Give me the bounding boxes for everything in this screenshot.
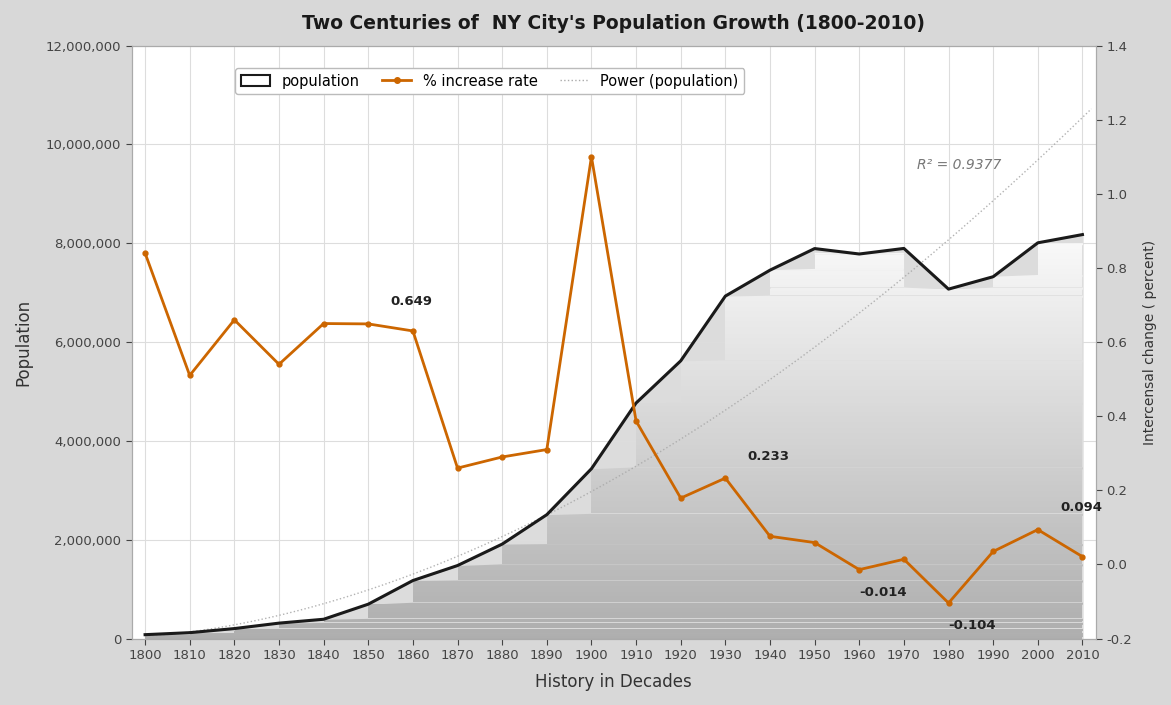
Y-axis label: Intercensal change ( percent): Intercensal change ( percent) bbox=[1143, 240, 1157, 445]
Text: -0.014: -0.014 bbox=[860, 586, 906, 599]
X-axis label: History in Decades: History in Decades bbox=[535, 673, 692, 691]
Text: 0.094: 0.094 bbox=[1060, 501, 1102, 514]
Title: Two Centuries of  NY City's Population Growth (1800-2010): Two Centuries of NY City's Population Gr… bbox=[302, 14, 925, 33]
Text: R² = 0.9377: R² = 0.9377 bbox=[917, 158, 1001, 172]
Legend: population, % increase rate, Power (population): population, % increase rate, Power (popu… bbox=[235, 68, 745, 94]
Text: -0.104: -0.104 bbox=[949, 619, 997, 632]
Y-axis label: Population: Population bbox=[14, 298, 32, 386]
Text: 0.649: 0.649 bbox=[391, 295, 432, 308]
Text: 0.233: 0.233 bbox=[747, 450, 789, 462]
